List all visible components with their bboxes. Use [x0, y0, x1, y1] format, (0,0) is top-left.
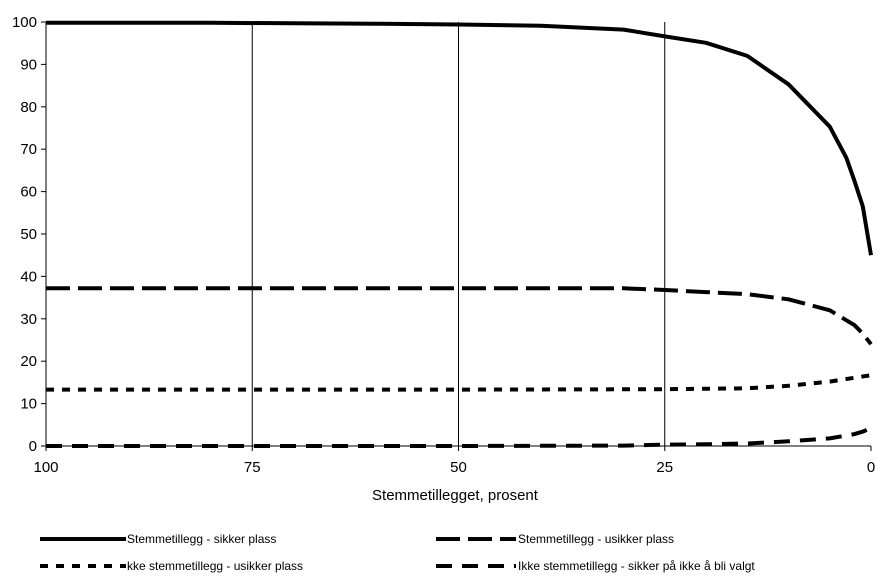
series-line-2 [46, 286, 873, 346]
y-tick-label: 30 [20, 311, 37, 328]
y-tick-label: 80 [20, 99, 37, 116]
legend-label-3: kke stemmetillegg - usikker plass [127, 559, 303, 573]
x-axis-label: Stemmetillegget, prosent [372, 487, 539, 504]
series-line-3 [46, 373, 872, 392]
y-tick-label: 10 [20, 396, 37, 413]
legend-label-4: Ikke stemmetillegg - sikker på ikke å bl… [518, 559, 755, 573]
series-line-4 [46, 426, 872, 448]
x-tick-label: 50 [450, 459, 467, 476]
x-tick-label: 75 [244, 459, 261, 476]
series-line-1 [46, 20, 873, 256]
legend-label-2: Stemmetillegg - usikker plass [518, 532, 674, 546]
legend: Stemmetillegg - sikker plass Stemmetilleg… [40, 532, 755, 573]
y-tick-label: 50 [20, 226, 37, 243]
y-tick-label: 90 [20, 56, 37, 73]
x-tick-label: 25 [656, 459, 673, 476]
y-tick-label: 20 [20, 353, 37, 370]
legend-label-1: Stemmetillegg - sikker plass [127, 532, 276, 546]
x-tick-label: 0 [867, 459, 875, 476]
y-tick-label: 60 [20, 184, 37, 201]
series-layer [46, 20, 873, 448]
y-tick-label: 100 [12, 14, 37, 31]
grid-layer [251, 22, 666, 446]
axes-layer: 0 10 20 30 40 50 60 70 80 90 100 100 75 50 25 0 [12, 14, 875, 476]
y-tick-label: 40 [20, 268, 37, 285]
y-tick-label: 70 [20, 141, 37, 158]
x-tick-label: 100 [33, 459, 58, 476]
y-tick-label: 0 [29, 438, 37, 455]
